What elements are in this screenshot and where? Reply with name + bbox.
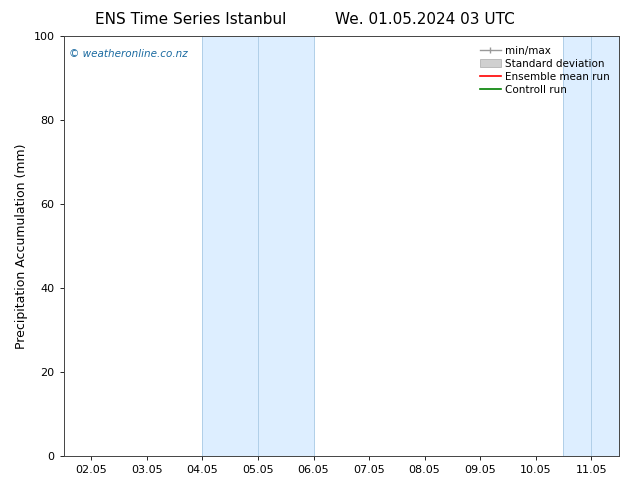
Text: ENS Time Series Istanbul: ENS Time Series Istanbul bbox=[94, 12, 286, 27]
Bar bbox=[564, 36, 634, 456]
Bar bbox=[202, 36, 314, 456]
Y-axis label: Precipitation Accumulation (mm): Precipitation Accumulation (mm) bbox=[15, 143, 28, 349]
Text: We. 01.05.2024 03 UTC: We. 01.05.2024 03 UTC bbox=[335, 12, 515, 27]
Text: © weatheronline.co.nz: © weatheronline.co.nz bbox=[69, 49, 188, 59]
Legend: min/max, Standard deviation, Ensemble mean run, Controll run: min/max, Standard deviation, Ensemble me… bbox=[476, 41, 614, 99]
